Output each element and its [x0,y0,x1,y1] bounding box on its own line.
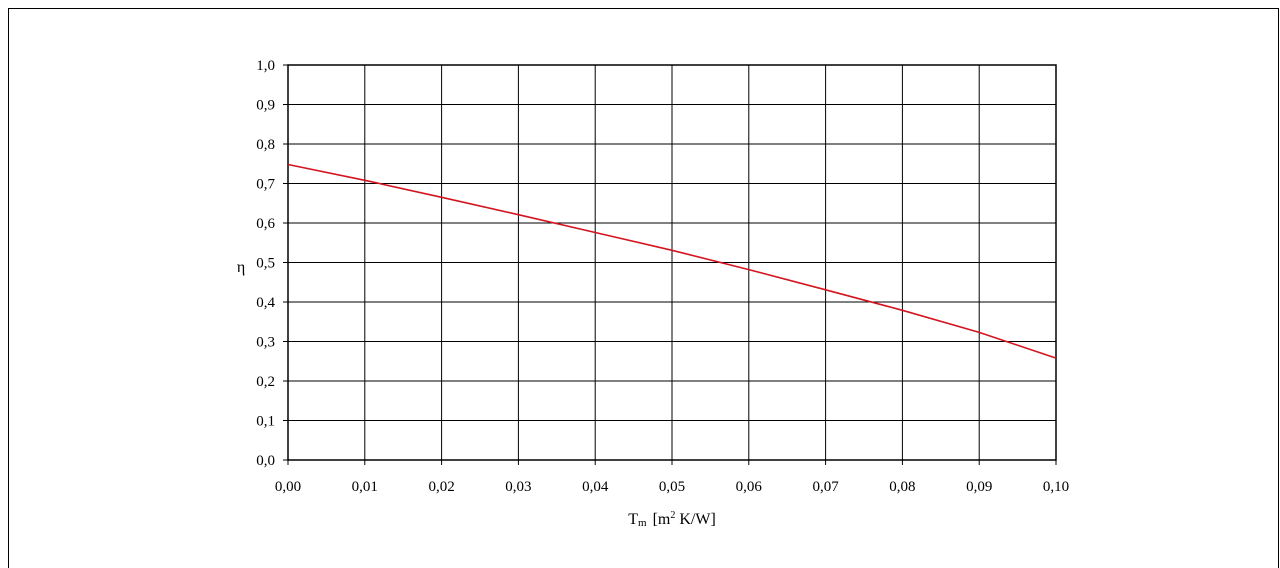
y-tick-label: 1,0 [256,58,275,74]
x-axis-ticks: 0,00 0,01 0,02 0,03 0,04 0,05 0,06 0,07 0,08 0,09… [275,460,1069,495]
x-axis-title-units-sup: 2 [670,510,675,521]
x-tick-label: 0,02 [428,479,454,495]
x-axis-title-subscript: m [638,517,647,529]
x-tick-label: 0,06 [736,479,763,495]
x-tick-label: 0,05 [659,479,685,495]
x-tick-label: 0,00 [275,479,301,495]
x-axis-title-main: T [628,511,638,528]
x-tick-label: 0,04 [582,479,609,495]
y-tick-label: 0,3 [256,335,275,351]
y-axis-ticks: 0,0 0,1 0,2 0,3 0,4 0,5 0,6 0,7 0,8 0,9 1,0 [256,58,288,469]
x-tick-label: 0,08 [889,479,915,495]
y-tick-label: 0,7 [256,177,275,193]
x-axis-title-units-suffix: K/W] [675,511,715,528]
x-tick-label: 0,09 [966,479,992,495]
series-layer [287,163,1057,359]
y-tick-label: 0,9 [256,98,275,114]
x-axis-title-units-prefix: [m [653,511,671,528]
y-tick-label: 0,0 [256,453,275,469]
y-axis-title: η [237,259,245,276]
x-tick-label: 0,10 [1043,479,1069,495]
y-tick-label: 0,4 [256,295,275,311]
y-tick-label: 0,6 [256,216,275,232]
y-tick-label: 0,2 [256,374,275,390]
y-tick-label: 0,5 [256,256,275,272]
y-tick-label: 0,8 [256,137,275,153]
chart-frame [8,8,1279,568]
y-tick-label: 0,1 [256,414,275,430]
x-tick-label: 0,07 [812,479,839,495]
efficiency-curve [287,163,1057,359]
x-tick-label: 0,03 [505,479,531,495]
grid [287,64,1057,461]
x-axis-title: Tm [m2 K/W] [628,510,716,529]
x-tick-label: 0,01 [352,479,378,495]
